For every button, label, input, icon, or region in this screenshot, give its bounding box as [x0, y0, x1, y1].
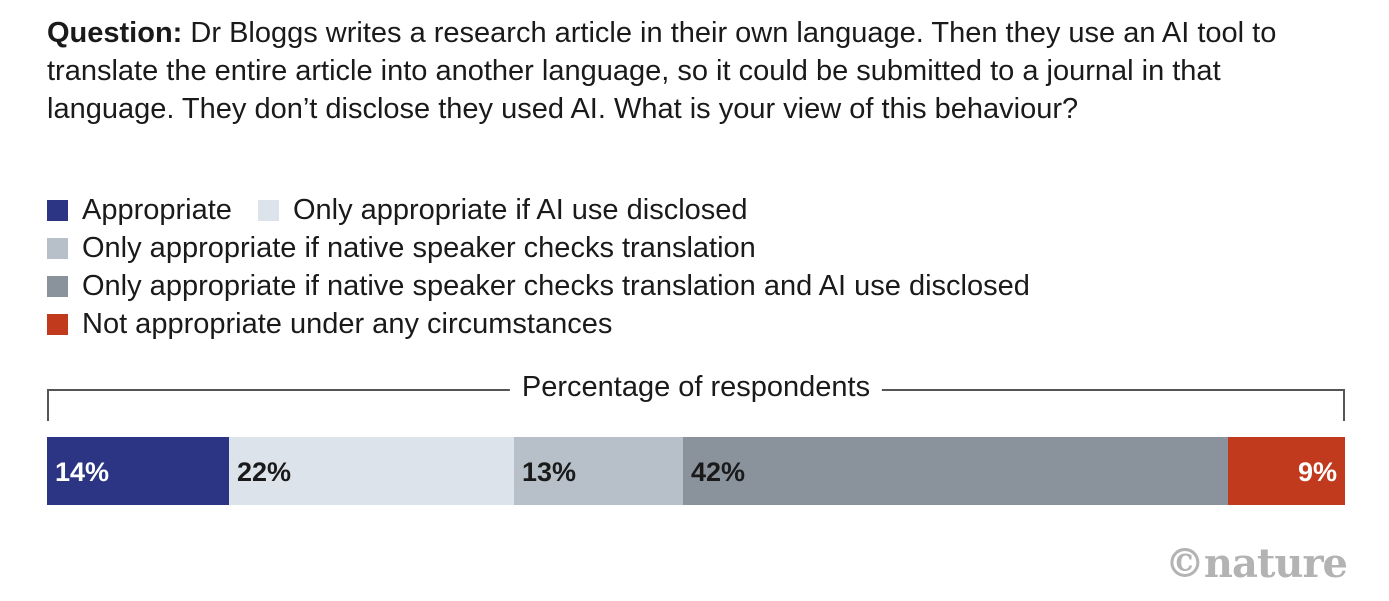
legend-item: Only appropriate if native speaker check… — [47, 232, 756, 265]
question-text: Dr Bloggs writes a research article in t… — [47, 17, 1277, 125]
legend-row: Only appropriate if native speaker check… — [47, 229, 1347, 267]
legend-label: Only appropriate if AI use disclosed — [292, 193, 748, 226]
question: Question: Dr Bloggs writes a research ar… — [47, 14, 1347, 128]
legend-swatch — [47, 313, 68, 335]
legend-swatch — [47, 199, 68, 221]
legend-swatch — [257, 199, 279, 221]
bar-value-label: 14% — [55, 457, 110, 487]
bar-value-label: 22% — [237, 457, 292, 487]
chart-legend: Appropriate Only appropriate if AI use di… — [47, 191, 1347, 343]
bar-value-label: 42% — [691, 457, 746, 487]
nature-logo: ©nature — [1164, 540, 1348, 587]
legend-item: Only appropriate if native speaker check… — [47, 270, 1030, 303]
legend-row: Not appropriate under any circumstances — [47, 305, 1347, 343]
bar-segment: 42% — [683, 437, 1228, 505]
question-label: Question: — [47, 17, 183, 49]
bar-segment: 13% — [514, 437, 683, 505]
legend-label: Only appropriate if native speaker check… — [82, 269, 1030, 302]
legend-label: Appropriate — [82, 193, 232, 226]
legend-row: Appropriate Only appropriate if AI use di… — [47, 191, 1347, 229]
legend-swatch — [47, 275, 68, 297]
legend-item: Only appropriate if AI use disclosed — [257, 193, 748, 227]
legend-label: Only appropriate if native speaker check… — [82, 231, 756, 264]
bar-value-label: 9% — [1297, 457, 1337, 487]
bar-segment: 22% — [229, 437, 514, 505]
legend-item: Not appropriate under any circumstances — [47, 308, 612, 341]
legend-item: Appropriate — [47, 194, 232, 227]
axis-title: Percentage of respondents — [509, 371, 883, 404]
bar-segment: 9% — [1228, 437, 1345, 505]
axis-bracket: Percentage of respondents — [47, 371, 1345, 421]
legend-row: Only appropriate if native speaker check… — [47, 267, 1347, 305]
legend-swatch — [47, 237, 68, 259]
stacked-bar: 14% 22% 13% 42% 9% — [47, 437, 1345, 505]
bar-value-label: 13% — [522, 457, 577, 487]
bar-segment: 14% — [47, 437, 229, 505]
legend-label: Not appropriate under any circumstances — [82, 307, 613, 340]
